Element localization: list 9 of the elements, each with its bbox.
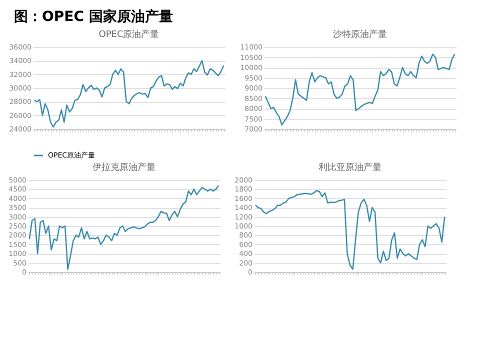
line-series	[254, 190, 446, 270]
text: 图：OPEC 国家原油产量	[13, 8, 174, 27]
chart-title: OPEC原油产量	[98, 29, 160, 40]
chart-title: 伊拉克原油产量	[92, 162, 156, 173]
line-series	[34, 60, 224, 128]
line-series	[264, 54, 456, 126]
line-series	[28, 184, 220, 270]
chart-title: 沙特原油产量	[333, 29, 387, 40]
chart-title: 利比亚原油产量	[318, 162, 382, 173]
